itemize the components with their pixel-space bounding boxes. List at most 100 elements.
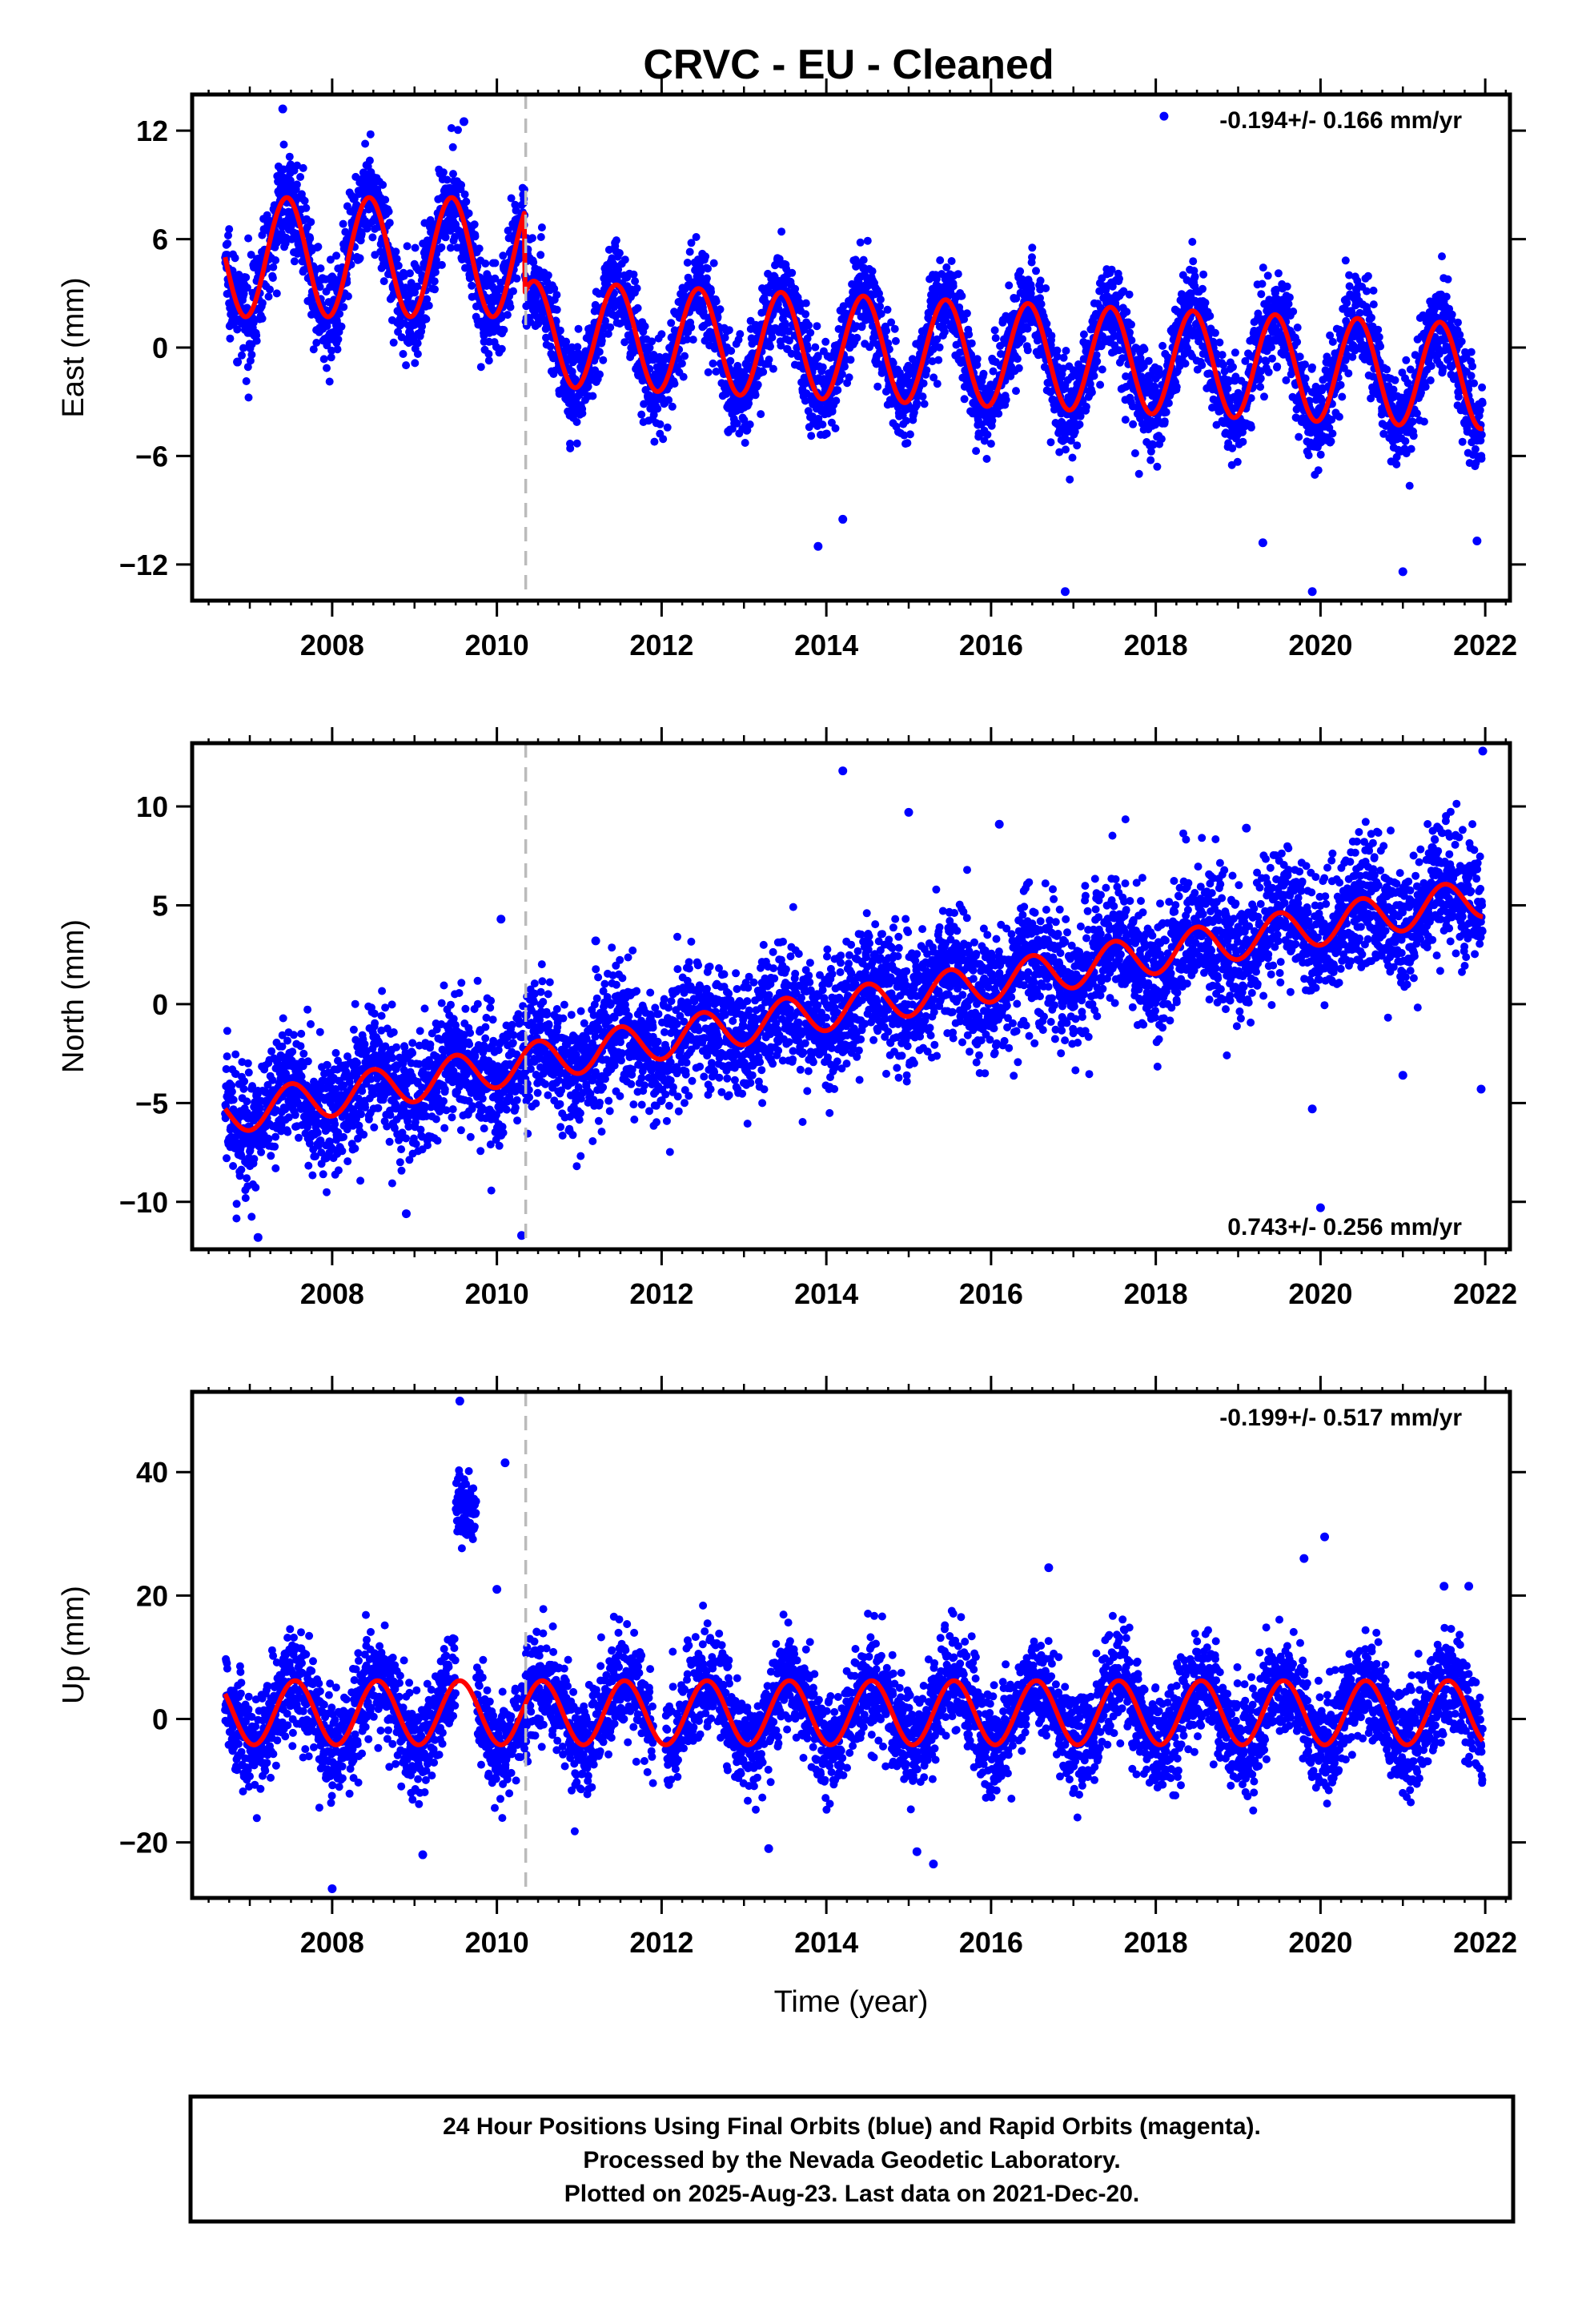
data-point: [1079, 330, 1088, 339]
data-point: [403, 242, 412, 251]
data-point: [1369, 286, 1378, 295]
data-point: [845, 373, 853, 382]
data-point: [1256, 383, 1265, 392]
data-point: [475, 244, 484, 253]
data-point: [392, 255, 401, 263]
data-point: [1412, 409, 1421, 418]
data-point: [411, 243, 420, 252]
data-point: [1268, 354, 1276, 363]
data-point: [806, 328, 815, 337]
data-point: [1336, 380, 1345, 389]
data-point: [512, 274, 521, 283]
data-point: [1146, 456, 1155, 464]
data-point: [681, 352, 689, 360]
data-point: [757, 410, 765, 419]
data-point: [366, 130, 375, 139]
data-point: [299, 163, 307, 172]
data-point: [509, 287, 517, 296]
data-point: [332, 251, 341, 260]
data-point: [679, 372, 688, 381]
data-point: [962, 309, 971, 318]
data-point: [991, 334, 1000, 343]
data-point: [1125, 290, 1134, 299]
data-point: [1314, 466, 1323, 475]
data-point: [620, 255, 629, 264]
data-point: [315, 283, 324, 292]
data-point: [1014, 364, 1023, 372]
data-point: [1127, 320, 1135, 329]
data-point: [883, 305, 892, 314]
data-point: [500, 326, 508, 334]
data-point: [933, 380, 942, 388]
data-point: [264, 292, 273, 301]
data-point: [1274, 269, 1283, 278]
data-point: [973, 355, 982, 364]
data-point: [716, 305, 725, 314]
data-point: [1013, 355, 1022, 364]
data-point: [379, 277, 388, 286]
data-point: [805, 321, 813, 330]
data-point: [947, 257, 956, 265]
data-point: [596, 370, 604, 379]
data-point: [287, 160, 295, 169]
data-point: [903, 439, 912, 448]
data-point: [986, 440, 995, 448]
data-point: [384, 207, 393, 216]
data-point: [537, 223, 546, 231]
data-point: [1129, 420, 1138, 428]
data-point: [1335, 412, 1343, 421]
data-point: [333, 345, 342, 354]
data-point: [337, 322, 346, 331]
data-point: [807, 432, 816, 440]
data-point: [813, 322, 821, 331]
data-point: [279, 140, 288, 149]
data-point: [726, 356, 735, 365]
data-point: [231, 254, 239, 263]
data-point: [753, 380, 762, 389]
data-point: [1328, 429, 1337, 438]
data-point: [685, 247, 694, 256]
data-point: [343, 292, 352, 300]
data-point: [1267, 343, 1275, 352]
data-point: [1121, 416, 1130, 424]
data-point: [334, 335, 343, 344]
data-point: [552, 305, 561, 314]
data-point: [300, 196, 309, 205]
data-point: [536, 251, 545, 259]
data-point: [460, 190, 469, 199]
data-point: [574, 324, 583, 333]
data-point: [258, 314, 267, 323]
data-point: [1037, 300, 1046, 308]
data-point: [1218, 351, 1227, 360]
data-point: [242, 377, 251, 385]
data-point: [292, 180, 301, 189]
data-point: [441, 233, 450, 242]
data-point: [401, 283, 410, 292]
data-point: [873, 382, 882, 391]
data-point: [411, 288, 419, 297]
data-point: [271, 256, 280, 264]
data-point: [1405, 481, 1414, 490]
data-point: [692, 233, 701, 241]
data-point: [859, 255, 868, 264]
data-point: [244, 393, 253, 402]
data-point: [1130, 449, 1139, 457]
data-point: [994, 409, 1003, 418]
data-point: [468, 281, 476, 290]
data-point: [1375, 332, 1383, 341]
data-point: [1046, 438, 1055, 447]
data-point: [853, 333, 861, 342]
data-point: [1160, 417, 1169, 426]
data-point: [316, 264, 325, 273]
data-point: [1383, 365, 1391, 374]
data-point: [268, 274, 277, 282]
data-point: [243, 283, 251, 292]
data-point: [327, 353, 335, 362]
data-point: [687, 323, 696, 332]
data-point: [325, 377, 334, 386]
data-point: [394, 261, 403, 270]
data-point: [312, 339, 321, 347]
data-point: [285, 152, 294, 161]
data-point: [1144, 356, 1153, 365]
data-point: [890, 324, 899, 333]
